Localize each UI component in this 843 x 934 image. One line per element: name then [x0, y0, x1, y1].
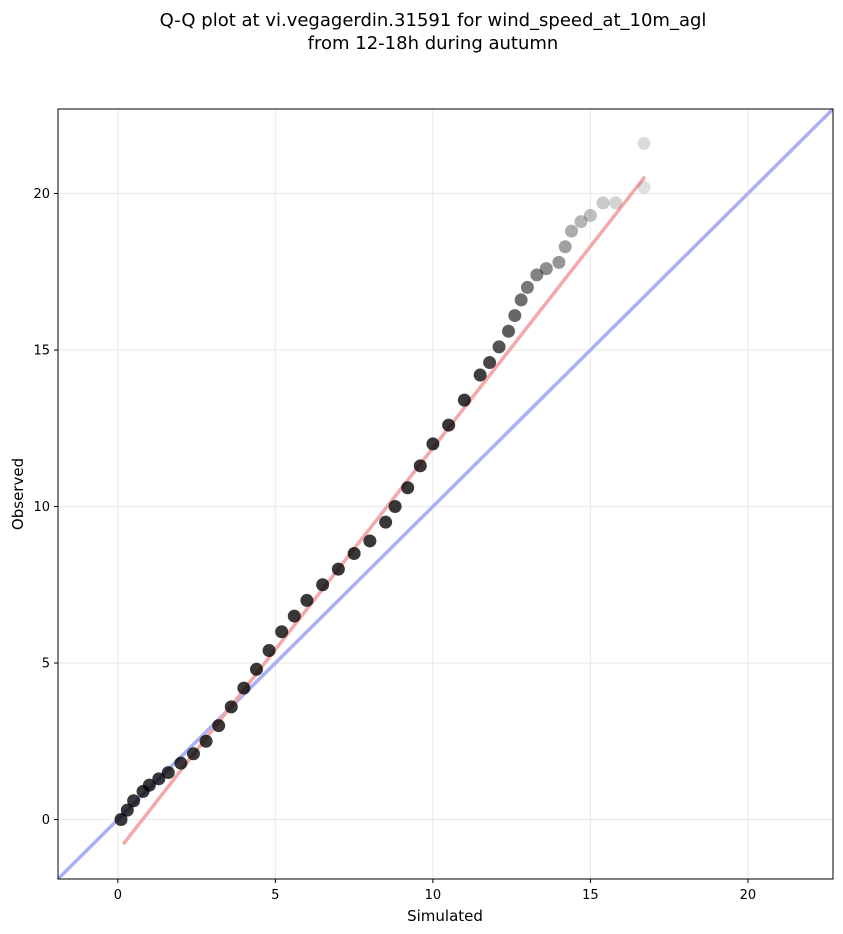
- quantile-point: [161, 766, 175, 780]
- quantile-point: [127, 794, 141, 808]
- quantile-point: [502, 324, 516, 338]
- quantile-point: [457, 393, 471, 407]
- quantile-point: [637, 136, 651, 150]
- fit-line: [122, 176, 646, 845]
- plot-frame: [57, 108, 834, 880]
- y-tick-label: 20: [33, 187, 50, 202]
- quantile-point: [388, 500, 402, 514]
- quantile-point: [152, 772, 166, 786]
- quantile-point: [492, 340, 506, 354]
- quantile-point: [363, 534, 377, 548]
- chart-title-line-2: from 12-18h during autumn: [308, 33, 559, 54]
- quantile-point: [249, 662, 263, 676]
- x-tick-label: 20: [740, 888, 757, 903]
- quantile-point: [552, 255, 566, 269]
- quantile-point: [530, 268, 544, 282]
- quantile-point: [224, 700, 238, 714]
- y-tick-label: 0: [42, 813, 50, 828]
- quantile-point: [596, 196, 610, 210]
- quantile-point: [609, 196, 623, 210]
- quantile-point: [539, 262, 553, 276]
- quantile-point: [565, 224, 579, 238]
- quantile-point: [114, 813, 128, 827]
- quantile-point: [520, 280, 534, 294]
- chart-title-line-1: Q-Q plot at vi.vegagerdin.31591 for wind…: [160, 10, 707, 31]
- identity-line: [58, 109, 833, 879]
- axis-ticks: 0 5 10 15 20 0 5 10 15 20: [33, 187, 756, 903]
- quantile-point: [287, 609, 301, 623]
- quantile-point: [413, 459, 427, 473]
- quantile-point: [637, 180, 651, 194]
- quantile-points: [114, 136, 651, 827]
- quantile-point: [300, 593, 314, 607]
- grid-lines: [58, 109, 833, 879]
- quantile-point: [442, 418, 456, 432]
- x-tick-label: 15: [582, 888, 599, 903]
- quantile-point: [508, 309, 522, 323]
- quantile-point: [186, 747, 200, 761]
- quantile-point: [275, 625, 289, 639]
- quantile-point: [199, 734, 213, 748]
- quantile-point: [401, 481, 415, 495]
- y-tick-label: 15: [33, 344, 50, 359]
- quantile-point: [142, 778, 156, 792]
- quantile-point: [483, 356, 497, 370]
- quantile-point: [212, 719, 226, 733]
- quantile-point: [379, 515, 393, 529]
- quantile-point: [574, 215, 588, 229]
- y-axis-label: Observed: [9, 458, 27, 530]
- quantile-point: [262, 644, 276, 658]
- x-tick-label: 5: [271, 888, 279, 903]
- quantile-point: [583, 208, 597, 222]
- y-tick-label: 5: [42, 657, 50, 672]
- quantile-point: [316, 578, 330, 592]
- x-axis-label: Simulated: [407, 907, 483, 925]
- y-tick-label: 10: [33, 500, 50, 515]
- quantile-point: [347, 546, 361, 560]
- quantile-point: [174, 756, 188, 770]
- quantile-point: [331, 562, 345, 576]
- x-tick-label: 0: [114, 888, 122, 903]
- quantile-point: [473, 368, 487, 382]
- quantile-point: [237, 681, 251, 695]
- x-tick-label: 10: [425, 888, 442, 903]
- quantile-point: [514, 293, 528, 307]
- quantile-point: [120, 803, 134, 817]
- quantile-point: [426, 437, 440, 451]
- quantile-point: [558, 240, 572, 254]
